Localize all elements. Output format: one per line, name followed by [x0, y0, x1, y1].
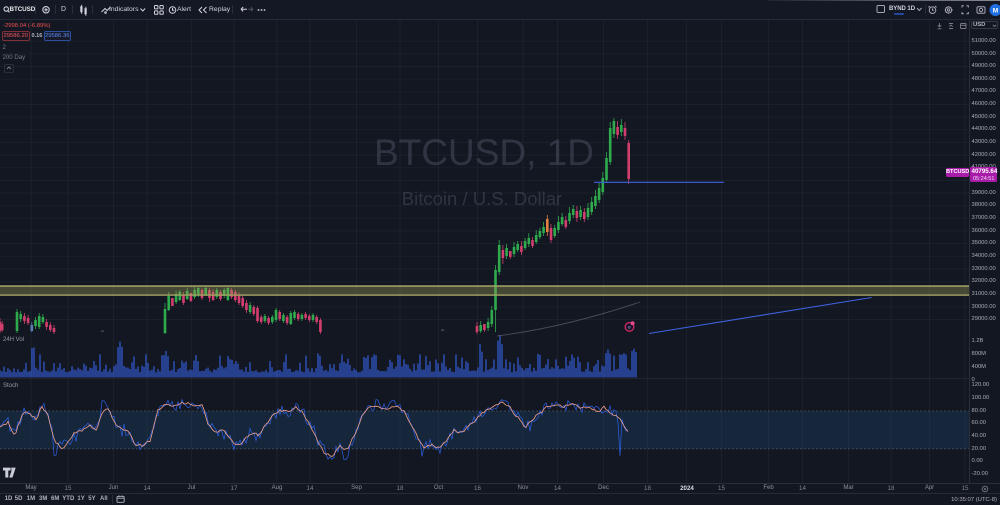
svg-text:BTCUSD, 1D: BTCUSD, 1D: [374, 132, 594, 173]
svg-text:M: M: [993, 7, 998, 14]
svg-text:Bitcoin / U.S. Dollar: Bitcoin / U.S. Dollar: [402, 188, 562, 209]
